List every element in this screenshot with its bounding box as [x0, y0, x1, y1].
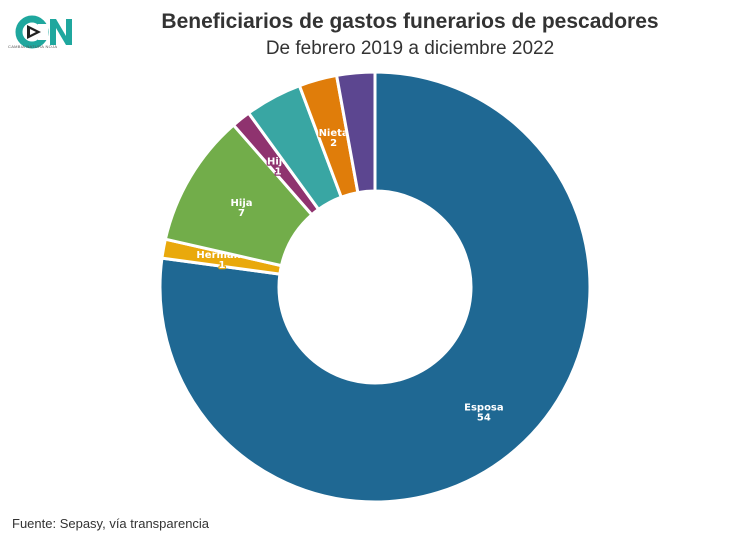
- chart-title: Beneficiarios de gastos funerarios de pe…: [161, 10, 659, 33]
- slice-label: Nieta: [319, 128, 349, 139]
- slice-value-label: 7: [238, 208, 245, 219]
- slice-esposa[interactable]: [158, 70, 592, 504]
- slice-unlabeled-6[interactable]: [335, 70, 377, 195]
- slice-label: Hija: [231, 198, 253, 209]
- slice-value-label: 1: [219, 260, 226, 271]
- source-note: Fuente: Sepasy, vía transparencia: [12, 516, 210, 531]
- logo-mark: [15, 15, 72, 49]
- chart-subtitle: De febrero 2019 a diciembre 2022: [265, 38, 555, 59]
- slice-label: Esposa: [464, 403, 504, 414]
- slice-value-label: 54: [477, 413, 491, 424]
- logo-tagline: CAMBIA NATURA NOJA: [8, 44, 58, 49]
- slice-value-label: 1: [275, 166, 282, 177]
- logo: [14, 14, 84, 54]
- slice-value-label: 2: [330, 138, 337, 149]
